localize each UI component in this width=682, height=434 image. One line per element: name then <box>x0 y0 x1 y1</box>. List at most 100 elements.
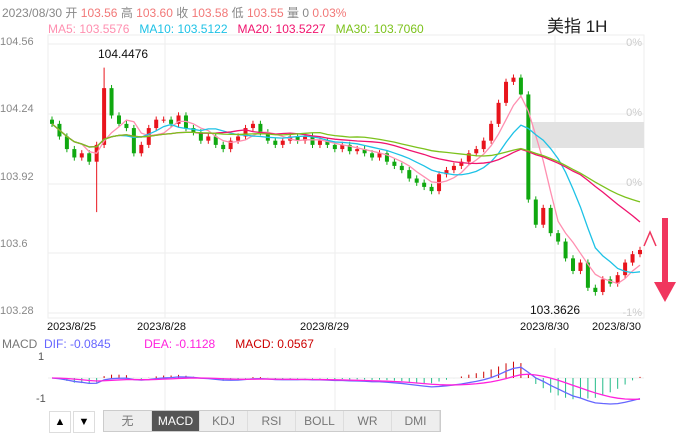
ma10-line <box>51 123 641 274</box>
candle-body <box>429 186 434 192</box>
macd-y-tick: 1 <box>38 351 45 363</box>
candle-body <box>444 170 449 175</box>
candle-body <box>496 102 501 124</box>
tab-boll[interactable]: BOLL <box>296 411 344 431</box>
ma-legend: MA5: 103.5576 MA10: 103.5122 MA20: 103.5… <box>48 22 424 36</box>
candle-body <box>191 128 196 133</box>
candle-body <box>451 165 456 171</box>
down-arrow-icon <box>654 218 676 302</box>
ma5-legend: MA5: 103.5576 <box>48 22 130 36</box>
dif-legend: DIF: -0.0845 <box>44 337 111 351</box>
candle-body <box>399 165 404 171</box>
percent-tick-label: -1% <box>622 307 642 319</box>
candle-body <box>384 153 389 162</box>
candle-body <box>481 140 486 150</box>
low-value: 103.55 <box>246 6 284 20</box>
candlestick-chart[interactable] <box>0 0 682 340</box>
close-label: 收 <box>176 6 189 20</box>
candle-body <box>466 153 471 162</box>
scroll-down-button[interactable]: ▼ <box>73 411 95 433</box>
candle-body <box>198 132 203 141</box>
candle-body <box>154 119 159 129</box>
macd-title: MACD <box>2 337 38 351</box>
candle-body <box>332 144 337 150</box>
candle-body <box>79 153 84 158</box>
candle-body <box>228 140 233 150</box>
candle-body <box>392 161 397 166</box>
ma30-legend: MA30: 103.7060 <box>335 22 424 36</box>
tab-rsi[interactable]: RSI <box>248 411 296 431</box>
candle-body <box>317 140 322 145</box>
volume-value: 0 <box>302 6 310 20</box>
y-tick-label: 103.28 <box>0 305 34 317</box>
x-tick-label: 2023/8/28 <box>137 321 186 333</box>
candle-body <box>600 279 605 292</box>
dea-legend: DEA: -0.1128 <box>144 337 216 351</box>
candle-body <box>124 123 129 129</box>
tab-dmi[interactable]: DMI <box>392 411 440 431</box>
candle-body <box>102 88 107 145</box>
candle-body <box>504 81 509 103</box>
candle-body <box>526 94 531 200</box>
dif-line <box>51 366 641 405</box>
tab-kdj[interactable]: KDJ <box>200 411 248 431</box>
quote-date: 2023/08/30 <box>2 6 63 20</box>
macd-y-tick: -1 <box>36 393 46 405</box>
plot-frame <box>47 34 645 319</box>
percent-tick-label: 0% <box>626 37 642 49</box>
candle-body <box>64 136 69 150</box>
macd-chart <box>48 348 644 410</box>
x-tick-label: 2023/8/29 <box>300 321 349 333</box>
candle-body <box>414 178 419 183</box>
candle-body <box>243 128 248 137</box>
candle-body <box>50 119 54 124</box>
open-value: 103.56 <box>80 6 118 20</box>
candle-body <box>489 123 494 141</box>
candle-body <box>623 262 628 276</box>
scroll-up-button[interactable]: ▲ <box>49 411 71 433</box>
candle-body <box>459 161 464 166</box>
percent-tick-label: 0% <box>626 107 642 119</box>
dea-line <box>51 373 641 400</box>
candle-body <box>518 77 523 95</box>
change-value: 0.03% <box>312 6 347 20</box>
candle-body <box>295 136 300 141</box>
quote-header: 2023/08/30 开 103.56 高 103.60 收 103.58 低 … <box>2 4 346 21</box>
y-tick-label: 103.92 <box>0 170 34 183</box>
candle-body <box>131 128 136 154</box>
candle-body <box>533 199 538 225</box>
macd-legend: MACD DIF: -0.0845 DEA: -0.1128 MACD: 0.0… <box>2 337 314 351</box>
candle-body <box>258 123 263 133</box>
candle-body <box>407 170 412 179</box>
candle-body <box>109 88 114 116</box>
x-tick-label: 2023/8/30 <box>592 321 641 333</box>
candle-body <box>370 153 375 158</box>
high-value: 103.60 <box>136 6 173 20</box>
x-tick-label: 2023/8/30 <box>520 321 569 333</box>
percent-tick-label: 0% <box>626 177 642 189</box>
candle-body <box>340 144 345 150</box>
candle-body <box>615 275 620 284</box>
candle-body <box>236 136 241 141</box>
candle-body <box>169 119 174 124</box>
chart-title: 美指 1H <box>547 17 608 36</box>
candle-body <box>72 149 77 158</box>
candle-body <box>578 262 583 271</box>
candle-body <box>511 77 516 82</box>
tab-macd[interactable]: MACD <box>152 411 200 431</box>
price-tick-line <box>643 230 657 247</box>
candle-body <box>139 144 144 154</box>
candle-body <box>571 258 576 271</box>
candle-body <box>585 262 590 288</box>
close-value: 103.58 <box>191 6 229 20</box>
candle-body <box>630 254 635 263</box>
candle-body <box>310 136 315 145</box>
tab-none[interactable]: 无 <box>104 411 152 431</box>
y-tick-label: 103.6 <box>0 237 28 250</box>
candle-body <box>161 119 166 121</box>
candle-body <box>176 115 181 124</box>
indicator-tabs: 无 MACD KDJ RSI BOLL WR DMI <box>103 410 441 432</box>
tab-wr[interactable]: WR <box>344 411 392 431</box>
candle-body <box>273 140 278 145</box>
candle-body <box>116 115 121 124</box>
